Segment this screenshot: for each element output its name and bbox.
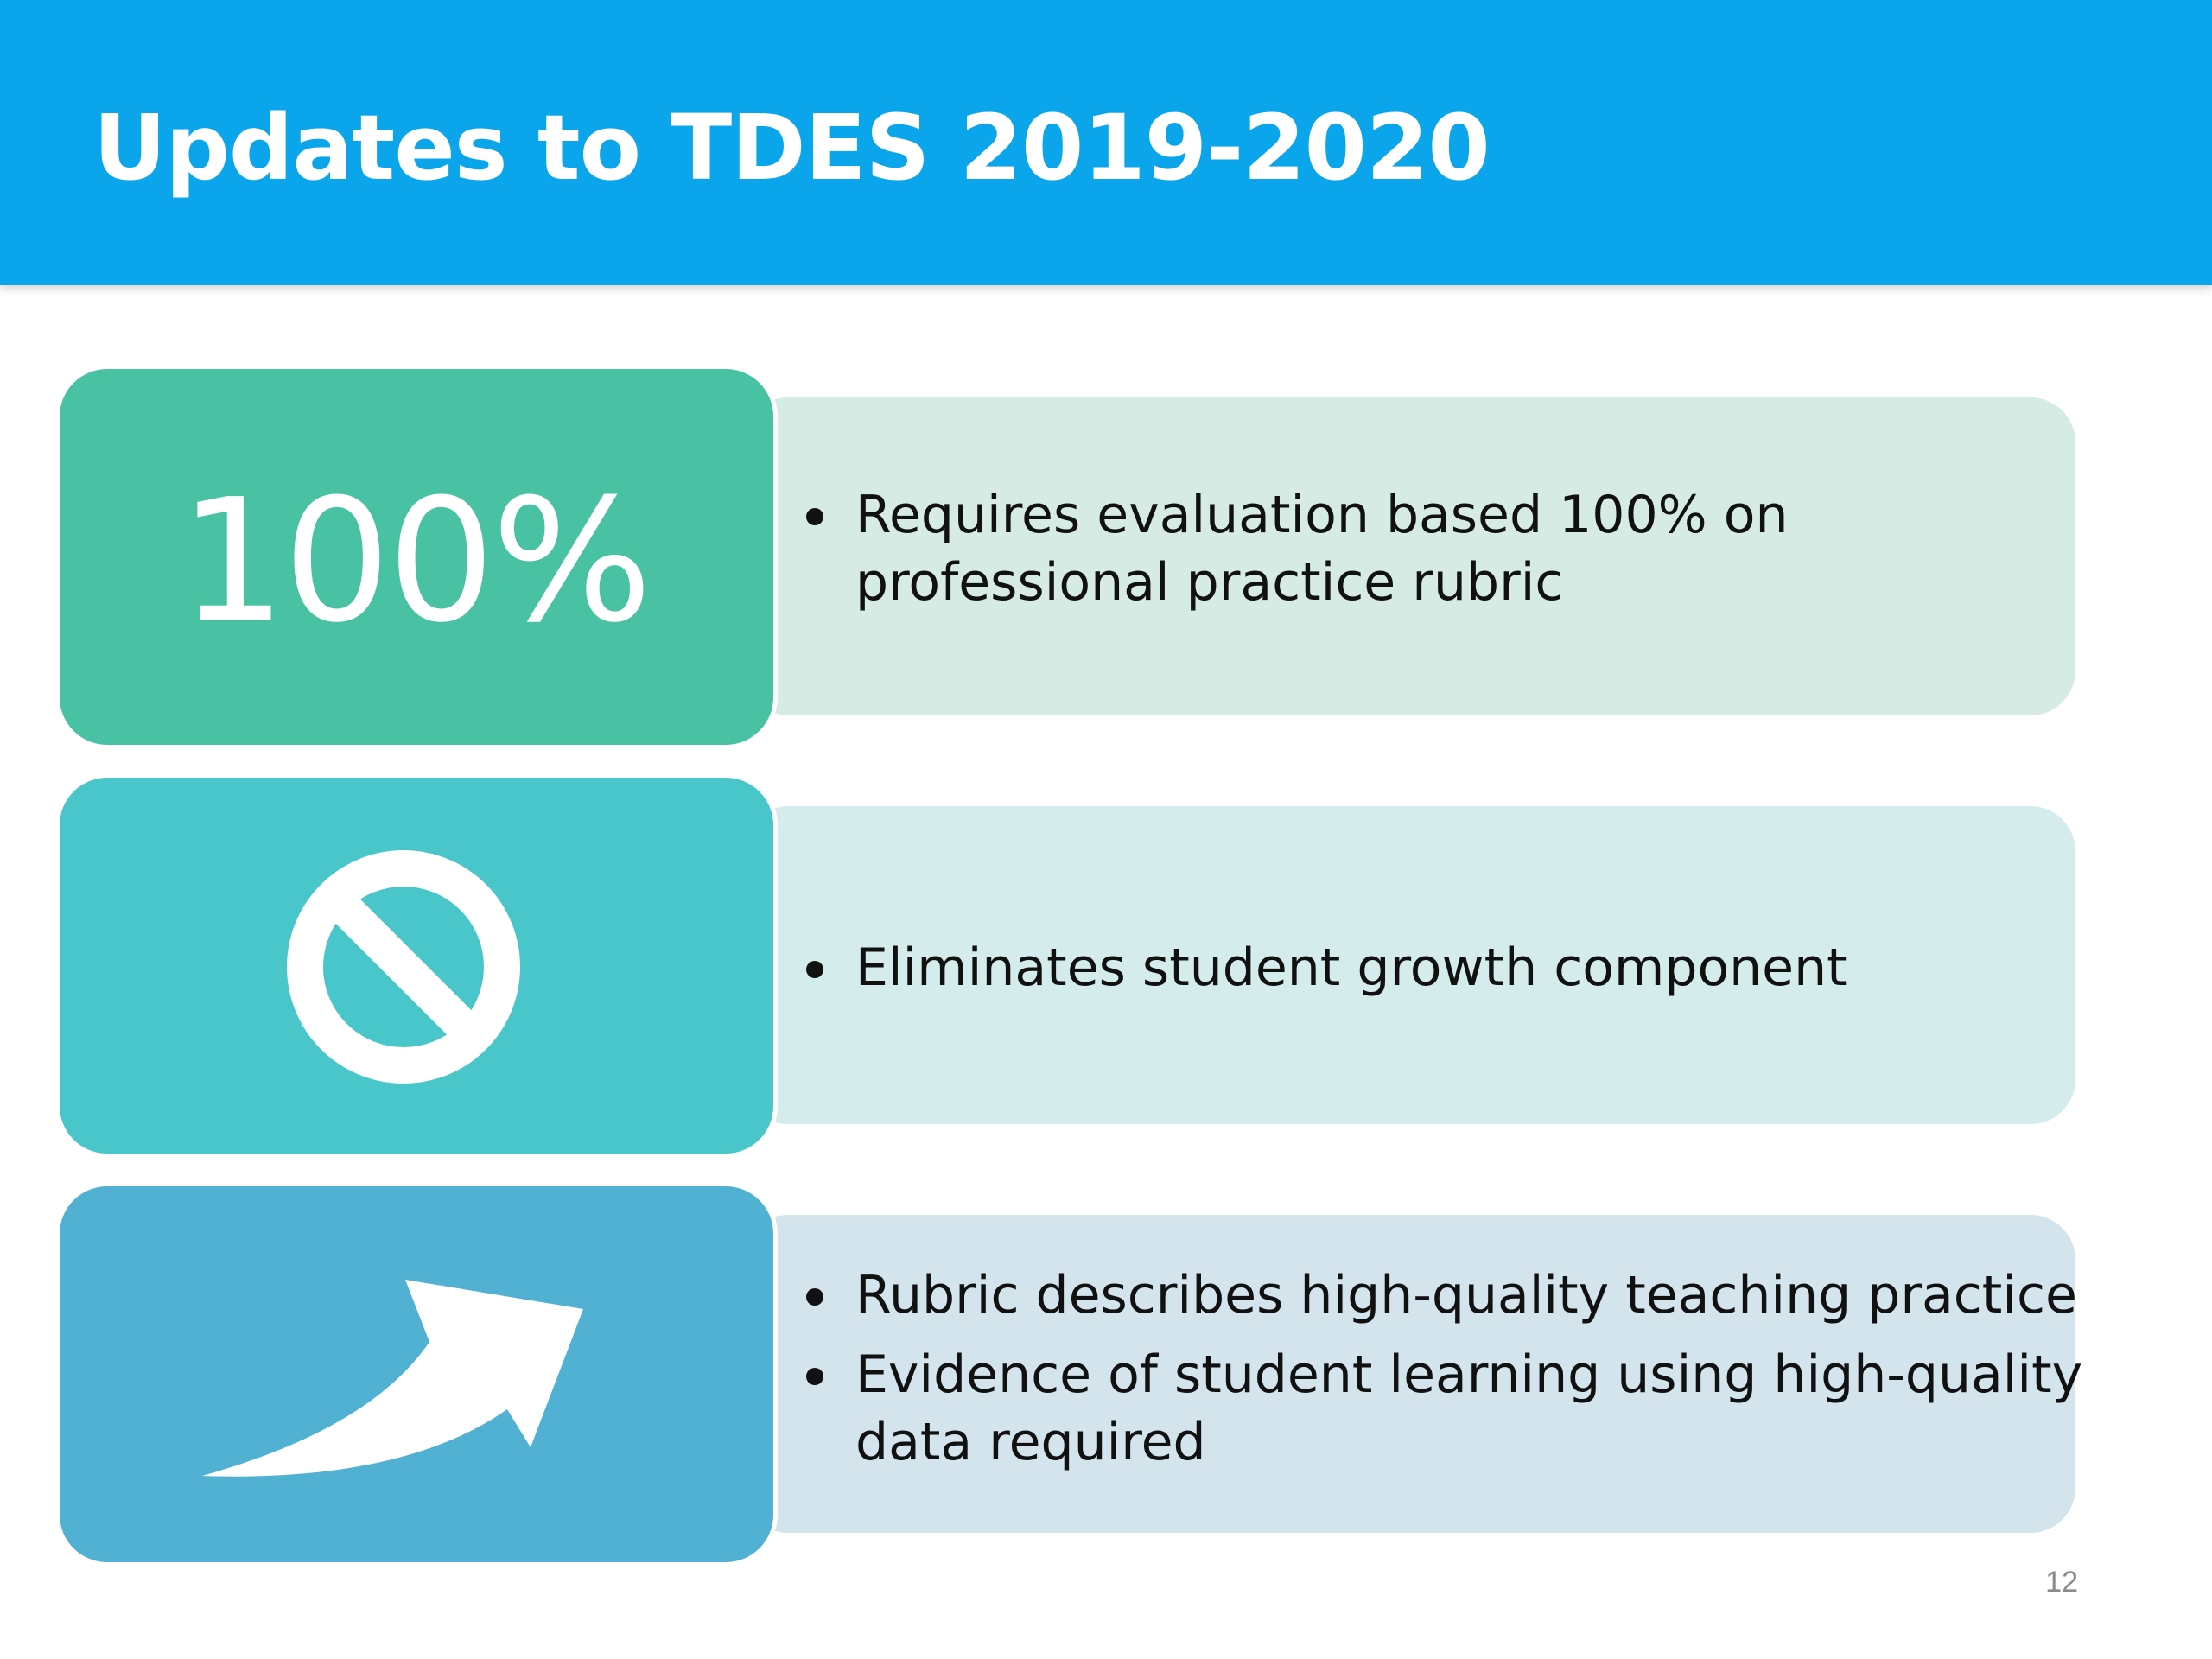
percent-label: 100% xyxy=(178,462,652,660)
slide-title: Updates to TDES 2019-2020 xyxy=(93,95,1491,200)
bullet-text: Evidence of student learning using high-… xyxy=(855,1344,2083,1472)
bullet-list: Requires evaluation based 100% on profes… xyxy=(799,481,1788,628)
bullet-text: Rubric describes high-quality teaching p… xyxy=(855,1265,2077,1325)
update-row-prohibited: Eliminates student growth component xyxy=(0,773,2212,1158)
slide-number: 12 xyxy=(2045,1566,2078,1599)
bullet-item: Rubric describes high-quality teaching p… xyxy=(799,1262,2082,1329)
title-bar: Updates to TDES 2019-2020 xyxy=(0,0,2212,285)
icon-box xyxy=(55,773,778,1158)
bullet-item: Eliminates student growth component xyxy=(799,934,1847,1001)
bullet-text: Eliminates student growth component xyxy=(855,938,1847,998)
bullet-text: Requires evaluation based 100% on profes… xyxy=(855,485,1789,613)
update-row-percent: 100% Requires evaluation based 100% on p… xyxy=(0,365,2212,749)
info-box xyxy=(743,806,2075,1124)
prohibited-icon xyxy=(287,850,520,1084)
icon-box: 100% xyxy=(55,365,778,749)
bullet-item: Evidence of student learning using high-… xyxy=(799,1341,2082,1476)
info-box xyxy=(743,1215,2075,1533)
icon-box xyxy=(55,1182,778,1567)
bullet-item: Requires evaluation based 100% on profes… xyxy=(799,481,1788,616)
info-box xyxy=(743,397,2075,715)
curved-arrow-up-right-icon xyxy=(202,1280,583,1477)
bullet-list: Eliminates student growth component xyxy=(799,934,1847,1014)
update-row-arrow: Rubric describes high-quality teaching p… xyxy=(0,1182,2212,1567)
bullet-list: Rubric describes high-quality teaching p… xyxy=(799,1262,2082,1488)
